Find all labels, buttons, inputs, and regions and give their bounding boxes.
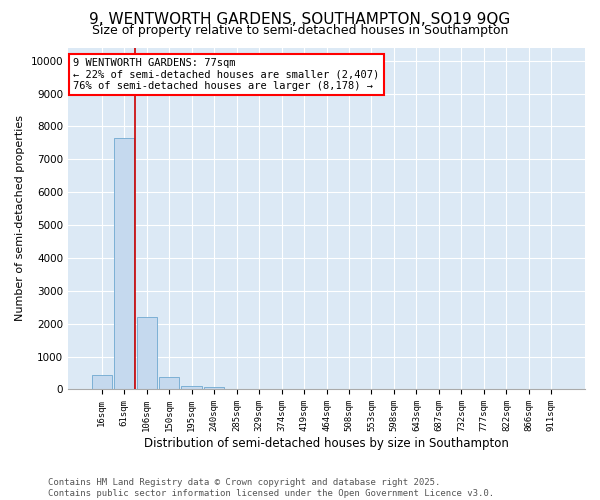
- X-axis label: Distribution of semi-detached houses by size in Southampton: Distribution of semi-detached houses by …: [144, 437, 509, 450]
- Bar: [92, 376, 112, 390]
- Text: 9 WENTWORTH GARDENS: 77sqm
← 22% of semi-detached houses are smaller (2,407)
76%: 9 WENTWORTH GARDENS: 77sqm ← 22% of semi…: [73, 58, 379, 91]
- Bar: [137, 317, 157, 390]
- Bar: [114, 138, 134, 390]
- Text: Size of property relative to semi-detached houses in Southampton: Size of property relative to semi-detach…: [92, 24, 508, 37]
- Text: Contains HM Land Registry data © Crown copyright and database right 2025.
Contai: Contains HM Land Registry data © Crown c…: [48, 478, 494, 498]
- Bar: [204, 388, 224, 390]
- Bar: [181, 386, 202, 390]
- Bar: [159, 378, 179, 390]
- Y-axis label: Number of semi-detached properties: Number of semi-detached properties: [15, 116, 25, 322]
- Text: 9, WENTWORTH GARDENS, SOUTHAMPTON, SO19 9QG: 9, WENTWORTH GARDENS, SOUTHAMPTON, SO19 …: [89, 12, 511, 28]
